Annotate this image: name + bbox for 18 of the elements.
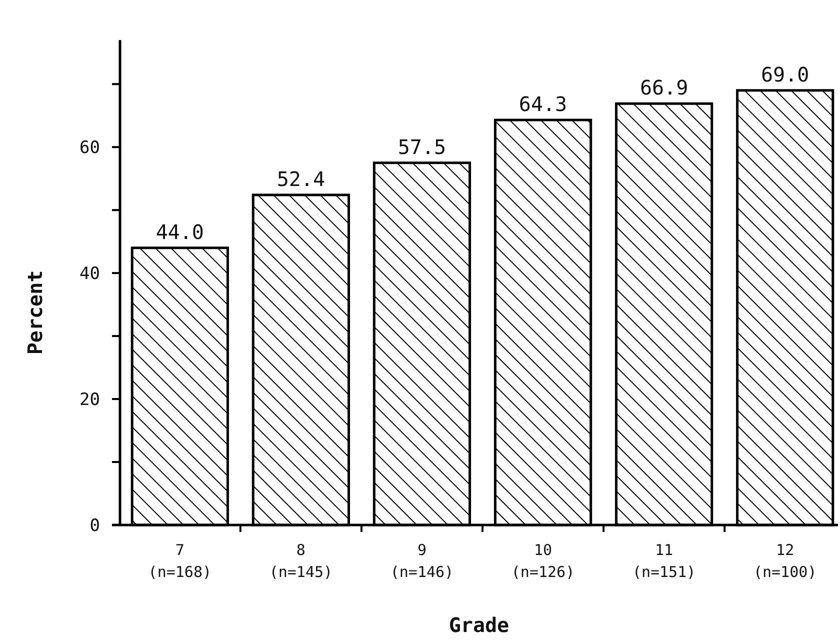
x-tick-label: 8 (n=145) [269, 541, 333, 581]
data-label: 66.9 [640, 76, 688, 100]
data-label: 64.3 [518, 92, 568, 116]
data-label: 44.0 [156, 220, 204, 244]
x-tick-label: 12 (n=100) [753, 541, 817, 581]
y-axis-title: Percent [23, 270, 47, 355]
data-label: 52.4 [276, 166, 326, 191]
data-label: 57.5 [398, 134, 446, 159]
y-tick-label: 60 [80, 138, 100, 158]
x-tick-label: 9 (n=146) [390, 541, 454, 581]
x-tick-label: 10 (n=126) [511, 541, 575, 581]
y-tick-label: 40 [80, 264, 100, 284]
y-tick-label: 20 [80, 390, 100, 410]
data-label: 69.0 [761, 62, 810, 86]
y-tick-label: 0 [90, 516, 100, 536]
x-tick-label: 7 (n=168) [148, 541, 212, 581]
x-tick-label: 11 (n=151) [632, 541, 696, 581]
x-axis-title: Grade [448, 613, 510, 637]
